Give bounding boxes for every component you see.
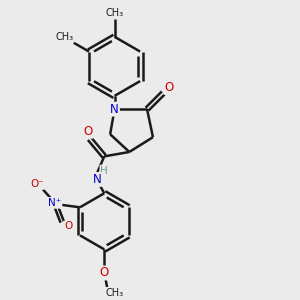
Text: H: H — [100, 166, 108, 176]
Text: CH₃: CH₃ — [56, 32, 74, 42]
Text: N: N — [110, 103, 119, 116]
Text: N: N — [92, 173, 101, 186]
Text: O: O — [165, 81, 174, 94]
Text: CH₃: CH₃ — [106, 288, 124, 298]
Text: N⁺: N⁺ — [48, 198, 62, 208]
Text: O: O — [64, 221, 72, 232]
Text: O: O — [83, 125, 93, 138]
Text: CH₃: CH₃ — [106, 8, 124, 18]
Text: O⁻: O⁻ — [31, 179, 45, 189]
Text: O: O — [100, 266, 109, 280]
